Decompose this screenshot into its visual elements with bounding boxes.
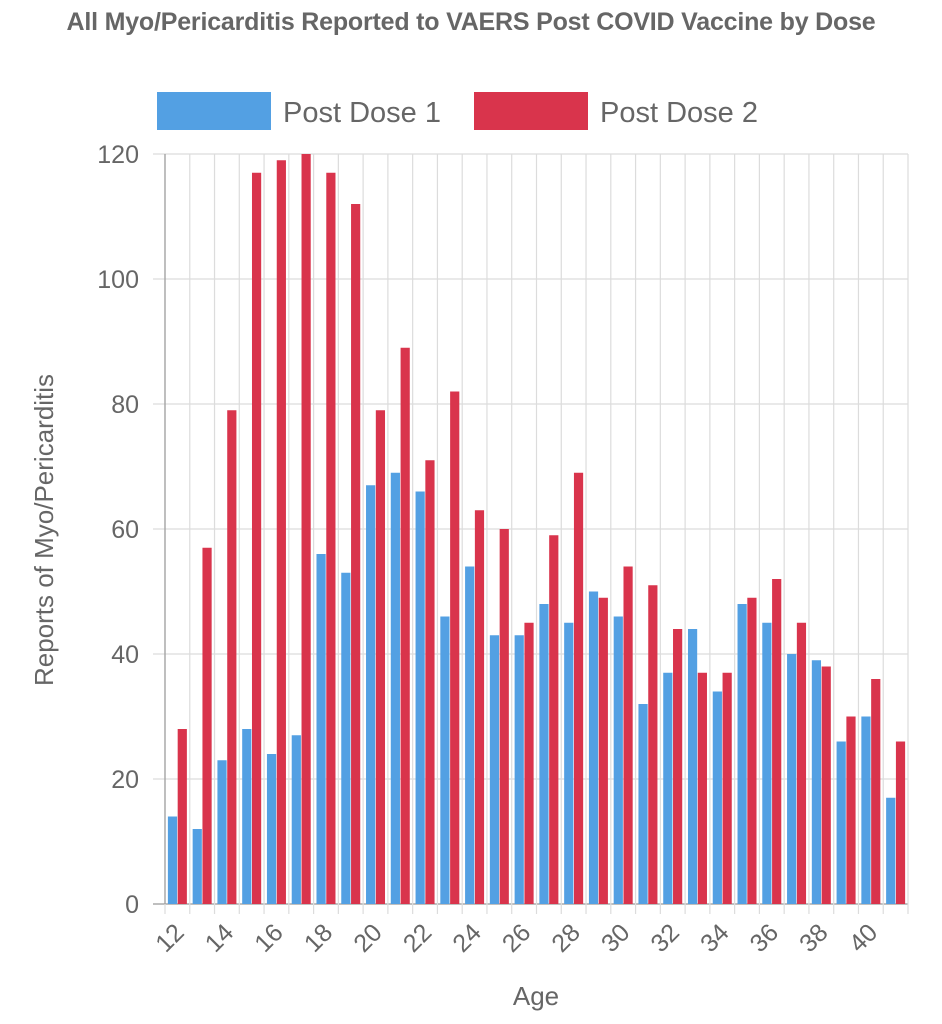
bar-dose1-age-25 [489,635,500,904]
bar-dose1-age-26 [514,635,524,904]
x-tick-label: 26 [497,918,536,957]
legend: Post Dose 1 Post Dose 2 [157,92,758,130]
bar-dose2-age-31 [648,585,658,904]
bar-dose1-age-29 [588,591,599,904]
bar-dose2-age-16 [276,160,286,904]
bar-dose2-age-18 [326,172,336,904]
bar-dose2-age-35 [747,597,757,904]
legend-label-1[interactable]: Post Dose 1 [283,97,441,129]
bar-dose2-age-40 [871,679,881,904]
bar-dose2-age-26 [524,622,534,904]
bar-dose1-age-18 [316,554,326,904]
bar-dose2-age-21 [400,347,410,904]
bar-dose1-age-30 [613,616,623,904]
bar-dose2-age-25 [499,529,509,904]
bar-dose2-age-19 [351,204,361,904]
x-tick-labels: 12 14 16 18 20 22 24 26 28 30 32 34 36 38 40 [150,918,883,958]
bar-dose1-age-22 [415,491,425,904]
bar-dose2-age-29 [598,597,608,904]
bar-dose2-age-20 [375,410,386,904]
bar-dose1-age-40 [861,716,871,904]
bar-dose2-age-13 [202,547,212,904]
y-tick-label: 60 [111,516,139,544]
bar-dose1-age-20 [366,485,376,904]
bar-dose1-age-28 [564,622,574,904]
bar-dose2-age-27 [549,535,559,904]
bar-dose1-age-35 [737,604,747,904]
bar-dose1-age-39 [836,741,846,904]
legend-label-2[interactable]: Post Dose 2 [600,97,758,129]
bar-dose1-age-15 [242,729,252,904]
bar-dose1-age-36 [762,622,772,904]
y-tick-label: 20 [111,766,139,794]
bar-dose1-age-19 [341,572,351,904]
bar-dose1-age-17 [291,735,301,904]
bar-dose2-age-24 [474,510,485,904]
bar-dose2-age-12 [177,729,187,904]
bars [167,154,906,904]
bar-dose2-age-37 [796,622,807,904]
x-axis-title: Age [513,981,559,1011]
bar-dose1-age-33 [687,629,698,904]
bar-dose2-age-22 [425,460,435,904]
x-tick-label: 24 [447,918,487,958]
bar-dose2-age-32 [673,629,683,904]
bar-dose1-age-37 [787,654,797,904]
bar-dose1-age-23 [440,616,450,904]
chart-title: All Myo/Pericarditis Reported to VAERS P… [66,8,876,36]
x-tick-label: 20 [348,918,387,957]
bar-dose1-age-27 [539,604,549,904]
legend-swatch-1[interactable] [157,92,271,130]
bar-dose1-age-38 [811,660,822,904]
y-tick-label: 120 [97,141,139,169]
y-tick-label: 100 [97,266,139,294]
legend-swatch-2[interactable] [474,92,588,130]
bar-dose1-age-13 [192,829,202,904]
bar-dose2-age-15 [251,172,262,904]
bar-dose2-age-17 [301,154,311,904]
y-tick-label: 40 [111,641,139,669]
x-tick-label: 12 [150,918,189,957]
x-tick-label: 18 [299,918,338,957]
x-tick-label: 36 [745,918,784,957]
y-tick-labels: 0 20 40 60 80 100 120 [97,141,139,919]
bar-dose1-age-31 [638,704,648,904]
bar-dose2-age-30 [623,566,633,904]
bar-dose2-age-36 [772,579,782,904]
bar-dose1-age-41 [886,797,896,904]
bar-dose2-age-14 [227,410,237,904]
bar-dose2-age-34 [722,672,732,904]
bar-dose1-age-32 [663,672,673,904]
x-tick-label: 38 [794,918,833,957]
bar-dose2-age-23 [450,391,460,904]
bar-dose1-age-16 [266,754,277,904]
x-tick-label: 28 [546,918,585,957]
bar-dose2-age-38 [821,666,831,904]
bar-dose1-age-14 [217,760,227,904]
bar-dose1-age-12 [167,816,178,904]
bar-dose1-age-24 [465,566,475,904]
bar-dose2-age-39 [846,716,856,904]
bar-dose1-age-34 [712,691,722,904]
x-tick-label: 22 [398,918,437,957]
x-tick-label: 40 [844,918,883,957]
x-tick-label: 16 [249,918,288,957]
x-tick-label: 14 [200,918,240,958]
bar-dose2-age-28 [573,472,584,904]
bar-dose2-age-33 [697,672,707,904]
bar-dose1-age-21 [390,472,400,904]
x-tick-label: 34 [695,918,735,958]
y-axis-title: Reports of Myo/Pericarditis [29,374,59,686]
y-tick-label: 80 [111,391,139,419]
bar-dose2-age-41 [895,741,906,904]
x-tick-label: 32 [645,918,684,957]
x-tick-label: 30 [596,918,635,957]
y-tick-label: 0 [125,891,139,919]
